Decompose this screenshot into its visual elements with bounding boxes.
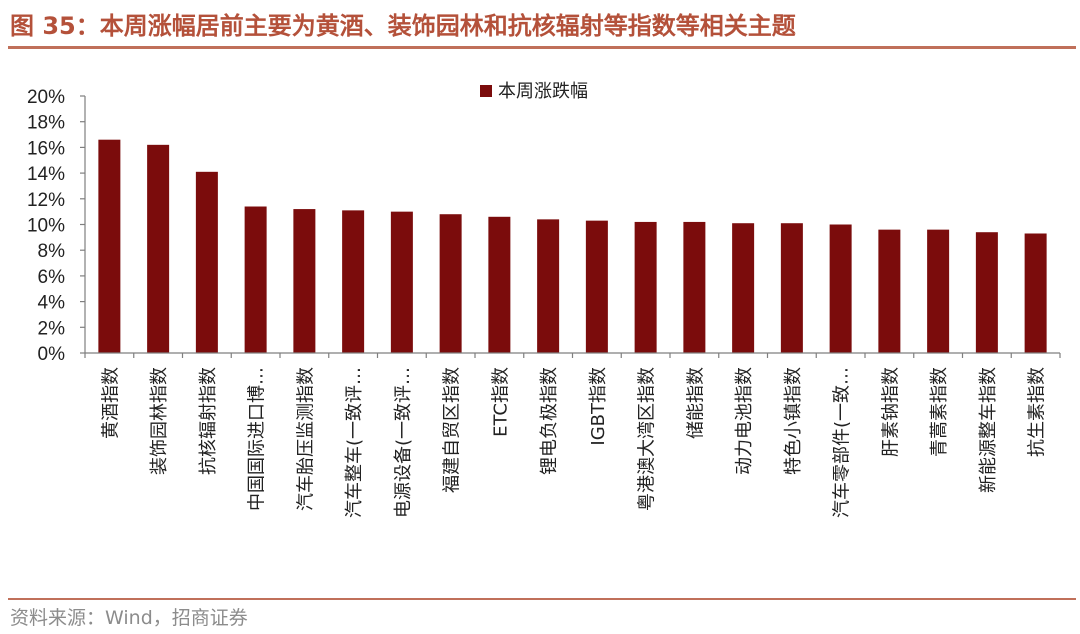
bar [147,144,170,353]
x-category-label: 粤港澳大湾区指数 [637,367,658,511]
legend-label: 本周涨跌幅 [498,81,588,102]
bar [927,229,950,353]
y-tick-label: 8% [38,241,66,262]
y-tick-label: 12% [27,190,65,211]
y-tick-label: 18% [27,113,65,134]
x-axis: 黄酒指数 装饰园林指数 抗核辐射指数 中国国际进口博… 汽车胎压监测指数 汽车整车(一致评… [84,352,1061,518]
bar [439,214,462,353]
bar [342,210,365,353]
bar [634,221,657,353]
bar [732,223,755,353]
y-tick-label: 20% [27,87,65,108]
y-tick-label: 4% [38,293,66,314]
x-category-label: 动力电池指数 [734,367,755,475]
legend: 本周涨跌幅 [480,81,588,102]
bar [1024,233,1047,353]
x-category-label: 新能源整车指数 [978,367,999,493]
x-category-label: 锂电负极指数 [539,367,560,475]
x-category-label: IGBT指数 [588,367,609,446]
x-category-label: 装饰园林指数 [149,367,170,475]
x-category-label: 储能指数 [685,367,706,439]
x-category-label: 汽车胎压监测指数 [295,367,316,511]
source-divider [8,598,1076,600]
x-category-label: 中国国际进口博… [247,367,268,511]
y-tick-label: 0% [38,344,66,365]
source-note: 资料来源：Wind，招商证券 [10,607,248,629]
bar [585,220,608,353]
bar [878,229,901,353]
x-category-label: 福建自贸区指数 [442,367,463,493]
x-category-label: 特色小镇指数 [783,367,804,475]
bar [195,171,218,353]
y-tick-label: 6% [38,267,66,288]
x-category-label: 抗核辐射指数 [198,367,219,475]
y-tick-label: 16% [27,138,65,159]
x-category-label: 汽车零部件(一致… [832,367,853,518]
x-category-label: 抗生素指数 [1027,367,1048,457]
bar [975,232,998,353]
bar-chart: 0% 2% 4% 6% 8% 10% 12% 14% 16% 18% 20% 黄酒指数 装饰园林指数 抗… [27,81,1061,518]
bar [390,211,413,353]
bar [780,223,803,353]
x-category-label: 汽车整车(一致评… [344,367,365,518]
bar [244,206,267,353]
x-category-label: 肝素钠指数 [880,367,901,457]
x-category-label: 黄酒指数 [100,367,121,439]
title-divider [8,46,1076,49]
y-tick-label: 2% [38,318,66,339]
legend-swatch [480,85,492,97]
x-category-label: 青蒿素指数 [929,367,950,457]
y-tick-label: 10% [27,216,65,237]
bars [98,139,1047,353]
bar [98,139,121,353]
bar [537,219,560,353]
figure-title: 图 35：本周涨幅居前主要为黄酒、装饰园林和抗核辐射等指数等相关主题 [10,12,796,40]
x-category-label: ETC指数 [490,367,511,437]
bar [829,224,852,353]
bar [293,209,316,353]
y-axis: 0% 2% 4% 6% 8% 10% 12% 14% 16% 18% 20% [27,87,86,365]
bar [488,216,511,353]
y-tick-label: 14% [27,164,65,185]
x-category-label: 电源设备(一致评… [393,367,414,518]
bar [683,221,706,353]
